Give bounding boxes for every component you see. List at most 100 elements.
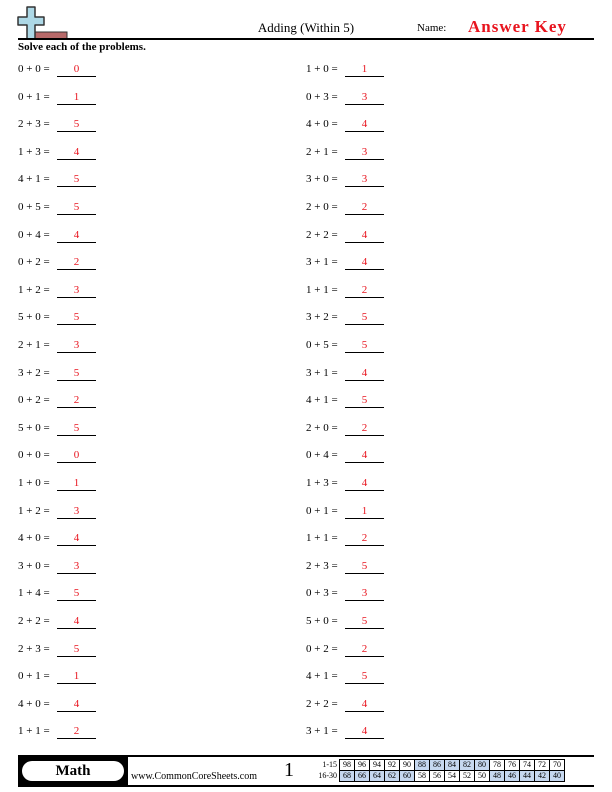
- score-row-label: 1-15: [322, 760, 337, 769]
- problem-question: 5 + 0 =: [18, 311, 50, 324]
- answer-blank: 2: [57, 725, 96, 740]
- answer-blank: 4: [345, 118, 384, 133]
- answer-blank: 1: [345, 63, 384, 77]
- problem-question: 0 + 2 =: [18, 256, 50, 269]
- answer-blank: 3: [57, 284, 96, 298]
- answer-blank: 5: [345, 560, 384, 574]
- score-cell: 48: [489, 770, 505, 782]
- answer-blank: 5: [57, 587, 96, 602]
- problem-question: 2 + 3 =: [18, 118, 50, 131]
- answer-blank: 4: [345, 256, 384, 271]
- problem-question: 4 + 0 =: [18, 532, 50, 545]
- problem-question: 0 + 1 =: [18, 670, 50, 683]
- answer-blank: 2: [57, 256, 96, 271]
- answer-blank: 4: [57, 615, 96, 629]
- answer-blank: 2: [345, 201, 384, 215]
- answer-blank: 5: [57, 201, 96, 215]
- problem-question: 2 + 1 =: [18, 339, 50, 351]
- score-cell: 98: [339, 759, 355, 771]
- answer-blank: 1: [345, 505, 384, 519]
- score-cell: 50: [474, 770, 490, 782]
- score-row-label: 16-30: [318, 771, 337, 780]
- problem-question: 0 + 3 =: [306, 90, 338, 103]
- answer-blank: 4: [57, 532, 96, 547]
- problem-question: 2 + 2 =: [306, 697, 338, 710]
- score-row: 16-30 68 66 64 62 60 58 56 54 52 50 48 46 44 42 40: [313, 770, 565, 782]
- answer-blank: 1: [57, 91, 96, 105]
- problem-question: 1 + 2 =: [18, 283, 50, 296]
- answer-blank: 5: [57, 173, 96, 188]
- score-cell: 88: [414, 759, 430, 771]
- answer-blank: 4: [57, 229, 96, 243]
- problem-question: 0 + 2 =: [18, 394, 50, 407]
- answer-blank: 5: [345, 670, 384, 685]
- problem-question: 1 + 3 =: [306, 477, 338, 489]
- problem-question: 1 + 0 =: [18, 477, 50, 489]
- score-cell: 66: [354, 770, 370, 782]
- score-cell: 60: [399, 770, 415, 782]
- problem-question: 3 + 0 =: [306, 173, 338, 186]
- problem-question: 0 + 3 =: [306, 587, 338, 600]
- score-cell: 44: [519, 770, 535, 782]
- problem-question: 0 + 4 =: [306, 449, 338, 462]
- answer-blank: 0: [57, 63, 96, 77]
- answer-blank: 4: [345, 229, 384, 243]
- score-cell: 62: [384, 770, 400, 782]
- answer-blank: 4: [57, 698, 96, 712]
- score-cell: 96: [354, 759, 370, 771]
- answer-blank: 3: [345, 91, 384, 105]
- problem-question: 2 + 2 =: [306, 228, 338, 241]
- problem-question: 2 + 1 =: [306, 145, 338, 158]
- answer-blank: 3: [57, 505, 96, 519]
- instructions: Solve each of the problems.: [18, 41, 146, 53]
- page-number: 1: [284, 759, 294, 781]
- problem-question: 0 + 1 =: [306, 504, 338, 517]
- score-cell: 72: [534, 759, 550, 771]
- answer-blank: 2: [345, 532, 384, 547]
- problem-question: 3 + 1 =: [306, 256, 338, 269]
- problem-question: 1 + 1 =: [18, 725, 50, 738]
- name-label: Name:: [417, 22, 447, 34]
- problem-question: 2 + 3 =: [18, 642, 50, 655]
- answer-blank: 2: [345, 422, 384, 436]
- answer-blank: 5: [57, 422, 96, 436]
- score-cell: 64: [369, 770, 385, 782]
- score-cell: 70: [549, 759, 565, 771]
- problem-question: 4 + 0 =: [306, 118, 338, 131]
- problem-question: 2 + 3 =: [306, 559, 338, 572]
- answer-blank: 5: [345, 311, 384, 326]
- answer-blank: 5: [345, 394, 384, 409]
- problem-question: 2 + 2 =: [18, 615, 50, 627]
- problem-question: 1 + 2 =: [18, 504, 50, 517]
- header-rule: [18, 38, 594, 40]
- score-cell: 80: [474, 759, 490, 771]
- answer-blank: 5: [345, 339, 384, 353]
- problem-question: 4 + 1 =: [18, 173, 50, 186]
- score-cell: 76: [504, 759, 520, 771]
- score-cell: 82: [459, 759, 475, 771]
- problem-question: 0 + 4 =: [18, 228, 50, 241]
- answer-blank: 1: [57, 477, 96, 491]
- score-cell: 84: [444, 759, 460, 771]
- problem-question: 3 + 2 =: [306, 311, 338, 324]
- score-table: 1-15 98 96 94 92 90 88 86 84 82 80 78 76 74 72 70 16-30 6…: [313, 759, 565, 782]
- score-cell: 74: [519, 759, 535, 771]
- answer-blank: 2: [345, 284, 384, 298]
- answer-blank: 3: [345, 146, 384, 160]
- answer-blank: 5: [57, 118, 96, 133]
- answer-blank: 1: [57, 670, 96, 685]
- answer-blank: 4: [345, 367, 384, 381]
- problem-question: 5 + 0 =: [18, 421, 50, 434]
- answer-blank: 2: [345, 643, 384, 657]
- problem-question: 1 + 3 =: [18, 145, 50, 158]
- footer: Math www.CommonCoreSheets.com 1 1-15 98 96…: [18, 755, 594, 787]
- answer-blank: 3: [57, 339, 96, 353]
- problem-question: 1 + 4 =: [18, 587, 50, 600]
- answer-key: Answer Key: [468, 17, 567, 36]
- problem-question: 0 + 0 =: [18, 449, 50, 462]
- problem-question: 1 + 0 =: [306, 63, 338, 75]
- score-cell: 52: [459, 770, 475, 782]
- score-cell: 86: [429, 759, 445, 771]
- problem-question: 4 + 1 =: [306, 670, 338, 683]
